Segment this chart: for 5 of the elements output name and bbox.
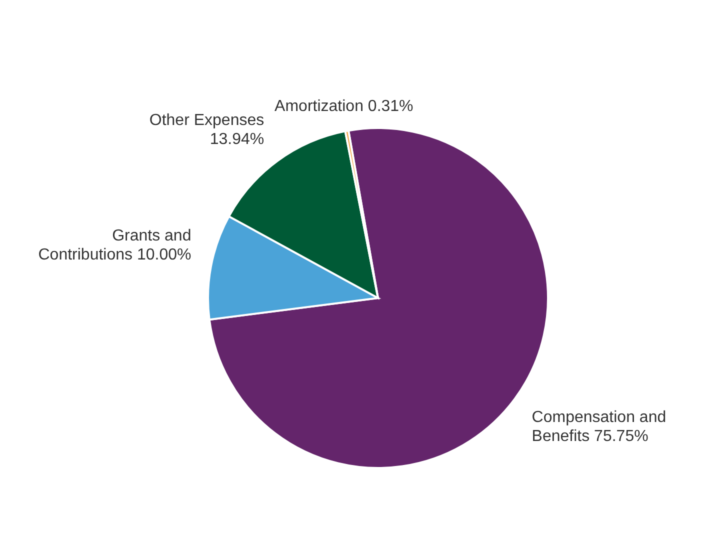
slice-label: Compensation and Benefits 75.75% xyxy=(532,409,666,446)
slice-label: Amortization 0.31% xyxy=(274,98,414,116)
slice-label: Grants and Contributions 10.00% xyxy=(38,227,192,264)
data-label: 13.94% xyxy=(210,130,264,148)
slice-label: Other Expenses xyxy=(149,112,264,129)
